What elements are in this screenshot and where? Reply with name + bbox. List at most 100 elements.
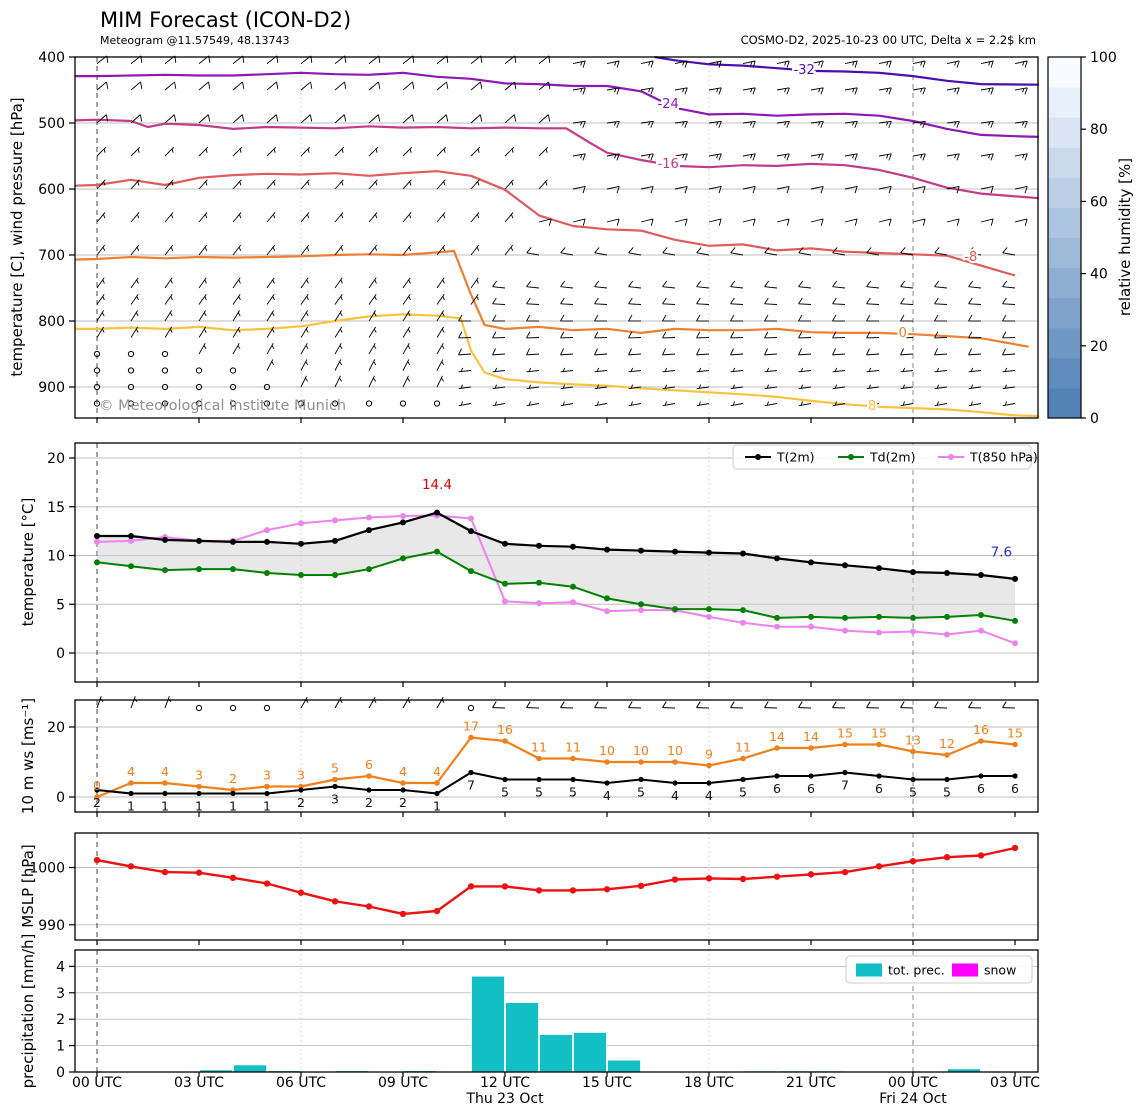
t850-marker: [604, 608, 610, 615]
wind-barb-icon: [1002, 286, 1016, 289]
wind-barb-icon: [436, 244, 446, 256]
wind-barb-icon: [662, 303, 676, 305]
td2m-marker: [298, 572, 304, 578]
gust-marker: [842, 741, 848, 748]
t850-marker: [876, 629, 882, 636]
wind-barb-icon: [373, 345, 377, 350]
gust-value: 4: [399, 764, 407, 779]
wind-barb-icon: [922, 87, 926, 95]
t2m-marker: [298, 540, 304, 547]
colorbar-step: [1048, 297, 1081, 329]
wind-barb-icon: [96, 294, 105, 305]
wind-barb-icon: [339, 361, 343, 366]
wind-value: 7: [467, 778, 475, 793]
wind-barb-icon: [101, 312, 105, 317]
gust-value: 4: [161, 764, 169, 779]
wind-barb-icon: [208, 81, 211, 89]
wind-barb-icon: [684, 87, 688, 95]
wind-barb-icon: [820, 60, 824, 68]
wind-barb-icon: [946, 60, 960, 65]
wind-barb-icon: [458, 403, 472, 407]
colorbar-tick-label: 60: [1090, 194, 1108, 210]
t2m-marker: [366, 527, 372, 534]
wind-barb-icon: [934, 280, 940, 287]
wind-barb-icon: [1002, 348, 1007, 356]
wind-barb-icon: [990, 153, 994, 161]
wind-barb-icon: [266, 114, 277, 124]
wind-barb-icon: [572, 87, 586, 91]
wind-barb-icon: [934, 386, 948, 390]
wind-marker: [162, 790, 168, 797]
wind-barb-icon: [378, 81, 381, 89]
wind-barb-icon: [130, 114, 141, 124]
wind-barb-icon: [460, 401, 463, 406]
calm-wind-icon: [467, 704, 475, 712]
wind-barb-icon: [275, 114, 279, 122]
isotherm--8-line: [74, 170, 1016, 277]
wind-barb-icon: [606, 120, 620, 124]
wind-barb-icon: [662, 348, 667, 356]
td2m-marker: [672, 606, 678, 613]
td2m-marker: [502, 580, 508, 587]
wind-barb-icon: [696, 701, 701, 708]
wind-barb-icon: [900, 386, 914, 390]
wind-barb-icon: [494, 367, 498, 372]
wind-barb-icon: [866, 403, 880, 407]
t2m-marker: [162, 536, 168, 543]
y-tick-label: 500: [38, 116, 65, 132]
wind-barb-icon: [934, 701, 939, 708]
wind-barb-icon: [776, 185, 790, 190]
wind-barb-icon: [164, 114, 175, 124]
gust-marker: [502, 738, 508, 744]
wind-barb-icon: [852, 154, 855, 159]
wind-barb-icon: [674, 185, 688, 190]
wind-barb-icon: [970, 384, 974, 389]
wind-barb-icon: [562, 367, 566, 372]
gust-value: 14: [803, 729, 819, 744]
gust-marker: [366, 773, 372, 779]
wind-barb-icon: [436, 277, 445, 289]
wind-barb-icon: [818, 121, 821, 126]
t2m-marker: [264, 538, 270, 545]
wind-barb-icon: [460, 384, 464, 389]
wind-barb-icon: [374, 246, 378, 251]
wind-barb-icon: [912, 60, 926, 65]
wind-barb-icon: [854, 218, 858, 226]
wind-barb-icon: [105, 114, 109, 122]
wind-barb-icon: [171, 148, 174, 153]
wind-barb-icon: [640, 153, 654, 157]
wind-barb-icon: [130, 277, 139, 289]
wind-value: 2: [399, 795, 407, 810]
wind-barb-icon: [504, 244, 514, 256]
wind-barb-icon: [764, 297, 769, 305]
wind-barb-icon: [696, 286, 710, 289]
td2m-marker: [536, 579, 542, 586]
wind-barb-icon: [102, 279, 105, 284]
wind-barb-icon: [968, 403, 982, 407]
wind-barb-icon: [436, 81, 447, 91]
wind-barb-icon: [526, 331, 531, 339]
wind-barb-icon: [310, 81, 313, 89]
td2m-line: [96, 550, 1016, 622]
wind-barb-icon: [266, 277, 275, 289]
wind-barb-icon: [594, 701, 599, 708]
gust-marker: [910, 748, 916, 755]
wind-barb-icon: [832, 370, 846, 373]
td2m-marker: [434, 548, 440, 555]
mslp-marker: [161, 868, 169, 876]
wind-barb-icon: [970, 367, 974, 372]
wind-barb-icon: [373, 312, 377, 317]
gust-value: 14: [769, 729, 785, 744]
wind-barb-icon: [980, 153, 994, 157]
wind-barb-icon: [137, 214, 140, 219]
wind-barb-icon: [339, 377, 342, 382]
wind-barb-icon: [708, 185, 722, 190]
colorbar-step: [1048, 147, 1081, 178]
wind-barb-icon: [766, 401, 769, 406]
wind-barb-icon: [786, 153, 790, 161]
t850-marker: [638, 607, 644, 614]
wind-barb-icon: [300, 359, 308, 371]
wind-barb-icon: [628, 252, 642, 256]
wind-barb-icon: [616, 186, 620, 194]
wind-barb-icon: [912, 185, 926, 190]
